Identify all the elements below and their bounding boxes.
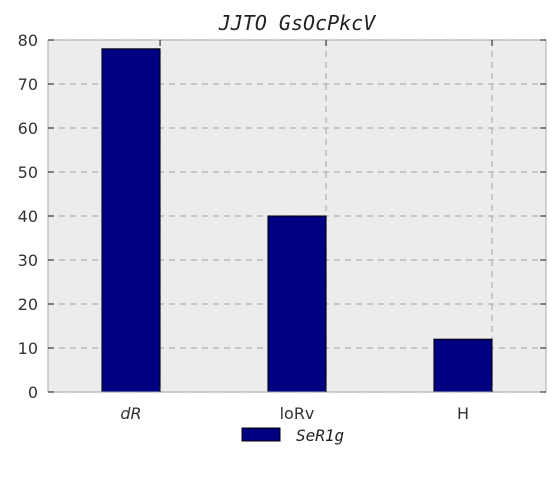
x-tick-label: loRv xyxy=(280,404,315,423)
y-tick-label: 40 xyxy=(18,207,38,226)
x-tick-label: dR xyxy=(120,404,141,423)
legend-swatch xyxy=(242,428,280,441)
y-tick-label: 80 xyxy=(18,31,38,50)
legend-label: SeR1g xyxy=(296,426,344,445)
y-tick-label: 30 xyxy=(18,251,38,270)
chart-title: JJTO GsOcPkcV xyxy=(218,11,376,35)
y-tick-label: 70 xyxy=(18,75,38,94)
y-tick-label: 10 xyxy=(18,339,38,358)
y-tick-label: 0 xyxy=(28,383,38,402)
legend: SeR1g xyxy=(242,426,344,445)
bar xyxy=(434,339,492,392)
y-tick-label: 60 xyxy=(18,119,38,138)
x-tick-label: H xyxy=(457,404,469,423)
bar xyxy=(102,49,160,392)
y-tick-label: 20 xyxy=(18,295,38,314)
bar xyxy=(268,216,326,392)
y-tick-label: 50 xyxy=(18,163,38,182)
